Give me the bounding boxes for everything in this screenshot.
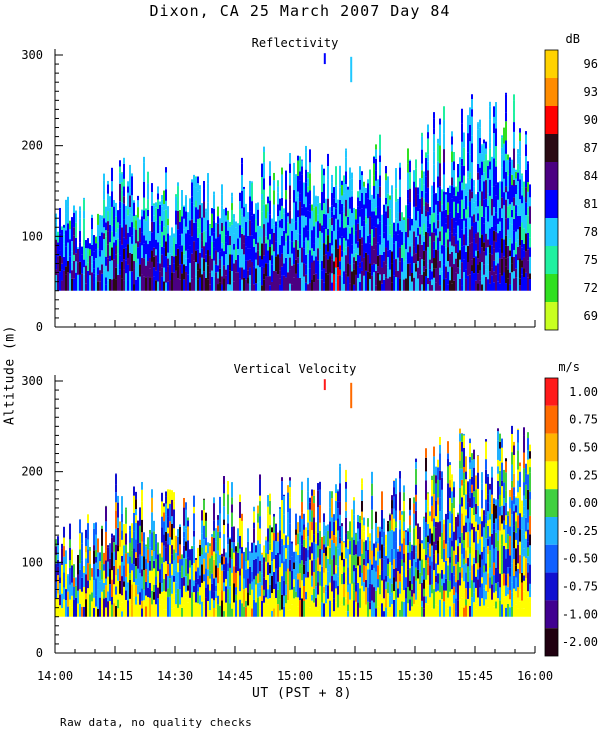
echo-streak <box>350 56 353 83</box>
colorbar-label: 93 <box>584 85 598 99</box>
colorbar-label: -1.00 <box>562 607 598 621</box>
echo-streak <box>323 379 326 391</box>
colorbar-label: 0.25 <box>569 468 598 482</box>
colorbar-label: 78 <box>584 225 598 239</box>
colorbar-swatch <box>545 246 558 274</box>
colorbar-swatch <box>545 162 558 190</box>
y-tick-label: 0 <box>36 646 43 660</box>
y-tick-label: 100 <box>21 229 43 243</box>
colorbar-swatch <box>545 78 558 106</box>
colorbar-swatch <box>545 489 558 517</box>
colorbar-swatch <box>545 378 558 406</box>
colorbar: 1.00 0.75 0.50 0.25 0.00 -0.25 -0.50 -0.75 -1.00… <box>544 360 598 657</box>
x-tick-label: 15:15 <box>337 669 373 683</box>
colorbar-label: 0.75 <box>569 413 598 427</box>
colorbar-swatch <box>545 302 558 330</box>
x-tick-label: 15:00 <box>277 669 313 683</box>
colorbar-frame <box>544 377 559 657</box>
page-title: Dixon, CA 25 March 2007 Day 84 <box>149 2 451 20</box>
colorbar-label: 75 <box>584 253 598 267</box>
echo-streak <box>350 382 353 409</box>
colorbar-label: 72 <box>584 281 598 295</box>
y-tick-label: 300 <box>21 48 43 62</box>
colorbar-swatch <box>545 600 558 629</box>
x-tick-label: 14:15 <box>97 669 133 683</box>
colorbar-label: 69 <box>584 309 598 323</box>
colorbar-label: 96 <box>584 57 598 71</box>
panel-title: Vertical Velocity <box>234 362 357 376</box>
colorbar-swatch <box>545 50 558 78</box>
colorbar-label: -0.75 <box>562 580 598 594</box>
y-tick-label: 100 <box>21 555 43 569</box>
footer-note: Raw data, no quality checks <box>60 716 253 729</box>
colorbar-swatch <box>545 134 558 162</box>
colorbar-swatch <box>545 572 558 601</box>
colorbar-swatch <box>545 628 558 656</box>
colorbar-unit: dB <box>566 32 580 46</box>
y-tick-label: 300 <box>21 374 43 388</box>
colorbar-swatch <box>545 461 558 490</box>
colorbar-label: -0.50 <box>562 552 598 566</box>
colorbar-swatch <box>545 190 558 218</box>
heatmap <box>55 53 531 291</box>
colorbar-label: 81 <box>584 197 598 211</box>
x-tick-label: 15:45 <box>457 669 493 683</box>
y-tick-label: 0 <box>36 320 43 334</box>
x-tick-label: 14:00 <box>37 669 73 683</box>
colorbar: 96 93 90 87 84 81 78 75 72 69 dB <box>544 32 598 331</box>
colorbar-swatch <box>545 405 558 434</box>
colorbar-label: 0.00 <box>569 496 598 510</box>
colorbar-unit: m/s <box>558 360 580 374</box>
x-axis-label: UT (PST + 8) <box>252 686 352 701</box>
colorbar-swatch <box>545 433 558 462</box>
panel-title: Reflectivity <box>252 36 339 50</box>
x-tick-label: 15:30 <box>397 669 433 683</box>
colorbar-label: 90 <box>584 113 598 127</box>
colorbar-swatch <box>545 274 558 302</box>
colorbar-label: -0.25 <box>562 524 598 538</box>
echo-streak <box>323 53 326 65</box>
panel-reflectivity: Reflectivity 0 100 200 300 96 93 90 87 84 81 78 75 72… <box>21 32 598 334</box>
y-tick-label: 200 <box>21 465 43 479</box>
colorbar-frame <box>544 49 559 331</box>
y-tick-label: 200 <box>21 139 43 153</box>
colorbar-label: 87 <box>584 141 598 155</box>
colorbar-label: -2.00 <box>562 635 598 649</box>
x-tick-label: 14:30 <box>157 669 193 683</box>
colorbar-label: 1.00 <box>569 385 598 399</box>
heatmap <box>55 379 531 617</box>
colorbar-swatch <box>545 106 558 134</box>
panel-vertical-velocity: Vertical Velocity 0 100 200 300 14:00 14:15 14:… <box>21 360 598 683</box>
colorbar-swatch <box>545 544 558 573</box>
x-tick-label: 16:00 <box>517 669 553 683</box>
colorbar-swatch <box>545 517 558 545</box>
x-tick-label: 14:45 <box>217 669 253 683</box>
colorbar-swatch <box>545 218 558 246</box>
colorbar-label: 84 <box>584 169 598 183</box>
colorbar-label: 0.50 <box>569 441 598 455</box>
